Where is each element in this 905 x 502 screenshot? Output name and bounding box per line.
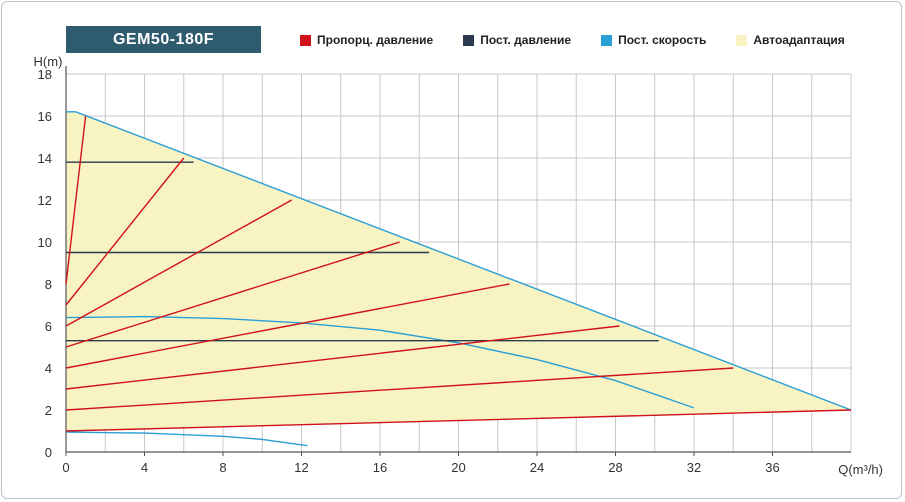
proportional-pressure-line <box>65 283 510 369</box>
proportional-pressure-line <box>65 409 852 432</box>
y-tick-label: 18 <box>38 67 52 82</box>
x-tick-label: 12 <box>294 460 308 475</box>
autoadapt-area <box>66 111 851 432</box>
constant-speed-curve <box>65 431 308 447</box>
legend-swatch-constant_pressure <box>463 34 475 46</box>
x-tick-label: 28 <box>608 460 622 475</box>
x-tick-label: 36 <box>765 460 779 475</box>
y-tick-label: 4 <box>45 361 52 376</box>
x-tick-label: 20 <box>451 460 465 475</box>
y-tick-label: 8 <box>45 277 52 292</box>
proportional-pressure-line <box>65 115 87 285</box>
y-tick-label: 10 <box>38 235 52 250</box>
legend-label-constant_speed: Пост. скорость <box>618 33 707 47</box>
legend-label-proportional: Пропорц. давление <box>317 33 434 47</box>
legend-label-autoadapt: Автоадаптация <box>753 33 845 47</box>
y-tick-label: 12 <box>38 193 52 208</box>
y-tick-label: 2 <box>45 403 52 418</box>
y-tick-label: 16 <box>38 109 52 124</box>
legend-item-autoadapt: Автоадаптация <box>736 32 845 48</box>
proportional-pressure-line <box>65 325 620 390</box>
x-axis-label: Q(m³/h) <box>838 462 883 477</box>
y-tick-label: 0 <box>45 445 52 460</box>
legend-swatch-proportional <box>300 34 311 46</box>
x-tick-label: 24 <box>530 460 544 475</box>
constant-speed-curve <box>65 315 695 409</box>
y-tick-label: 6 <box>45 319 52 334</box>
y-tick-label: 14 <box>38 151 52 166</box>
y-axis-label: H(m) <box>34 54 63 69</box>
legend-label-constant_pressure: Пост. давление <box>480 33 572 47</box>
legend: Пропорц. давление Пост. давление Пост. ско… <box>300 32 875 48</box>
x-tick-label: 32 <box>687 460 701 475</box>
legend-item-constant_speed: Пост. скорость <box>601 32 706 48</box>
legend-swatch-constant_speed <box>601 34 613 46</box>
max-speed-curve <box>66 111 852 411</box>
legend-swatch-autoadapt <box>736 34 748 46</box>
legend-item-proportional: Пропорц. давление <box>300 32 433 48</box>
model-title: GEM50-180F <box>66 26 261 53</box>
x-tick-label: 0 <box>62 460 69 475</box>
proportional-pressure-line <box>65 199 293 327</box>
proportional-pressure-line <box>65 367 734 411</box>
x-tick-label: 16 <box>373 460 387 475</box>
x-tick-label: 4 <box>141 460 148 475</box>
x-tick-label: 8 <box>219 460 226 475</box>
proportional-pressure-line <box>65 241 400 348</box>
proportional-pressure-line <box>65 157 185 306</box>
legend-item-constant_pressure: Пост. давление <box>463 32 571 48</box>
